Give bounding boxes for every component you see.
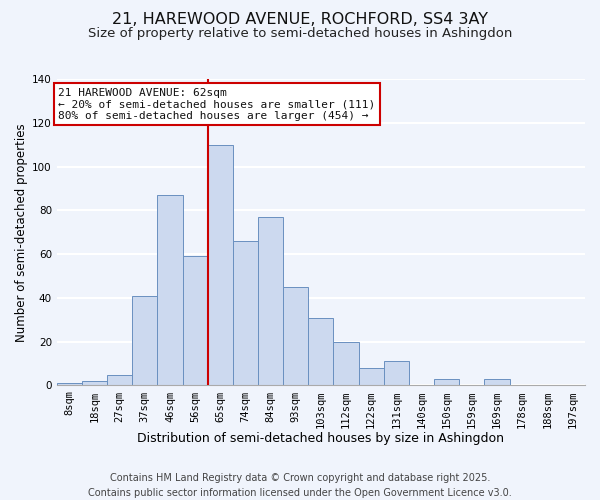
Bar [434,379,459,386]
Bar [359,368,384,386]
Bar [384,362,409,386]
Bar [283,287,308,386]
Bar [132,296,157,386]
Text: 21 HAREWOOD AVENUE: 62sqm
← 20% of semi-detached houses are smaller (111)
80% of: 21 HAREWOOD AVENUE: 62sqm ← 20% of semi-… [58,88,375,121]
Text: Size of property relative to semi-detached houses in Ashingdon: Size of property relative to semi-detach… [88,28,512,40]
Bar [233,241,258,386]
Bar [308,318,334,386]
Y-axis label: Number of semi-detached properties: Number of semi-detached properties [15,123,28,342]
Bar [484,379,509,386]
Bar [258,217,283,386]
Bar [82,381,107,386]
Bar [107,374,132,386]
Text: 21, HAREWOOD AVENUE, ROCHFORD, SS4 3AY: 21, HAREWOOD AVENUE, ROCHFORD, SS4 3AY [112,12,488,28]
Bar [182,256,208,386]
X-axis label: Distribution of semi-detached houses by size in Ashingdon: Distribution of semi-detached houses by … [137,432,505,445]
Bar [208,144,233,386]
Bar [334,342,359,386]
Text: Contains HM Land Registry data © Crown copyright and database right 2025.
Contai: Contains HM Land Registry data © Crown c… [88,472,512,498]
Bar [157,195,182,386]
Bar [57,384,82,386]
